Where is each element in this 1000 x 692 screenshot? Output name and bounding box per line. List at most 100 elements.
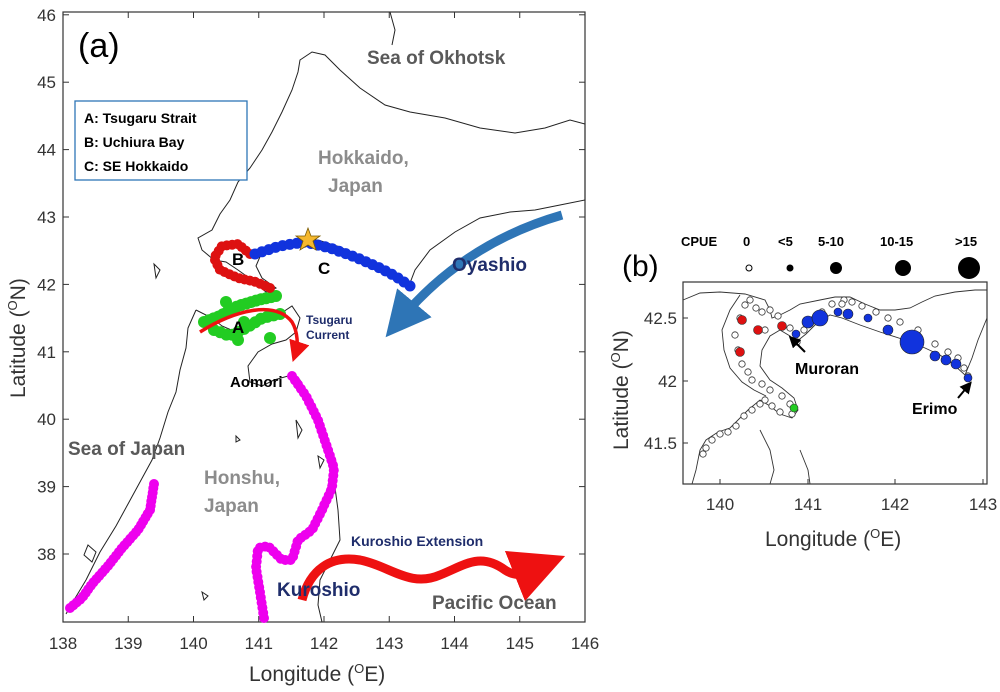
label-honshu-2: Japan bbox=[204, 496, 259, 517]
cpue-se-hokkaido-station bbox=[899, 329, 925, 355]
x-tick-label: 143 bbox=[375, 634, 403, 653]
panel-b-frame bbox=[682, 281, 988, 485]
cpue-tsugaru-station bbox=[789, 403, 799, 413]
cpue-zero-station bbox=[708, 436, 716, 444]
cpue-zero-station bbox=[778, 392, 786, 400]
cpue-zero-station bbox=[746, 296, 754, 304]
cpue-zero-station bbox=[724, 428, 732, 436]
cpue-zero-station bbox=[768, 402, 776, 410]
label-erimo: Erimo bbox=[912, 401, 958, 418]
label-kuroshio: Kuroshio bbox=[277, 580, 360, 601]
y-tick-label: 44 bbox=[37, 141, 56, 160]
legend-b: B: Uchiura Bay bbox=[84, 134, 185, 150]
cpue-zero-station bbox=[896, 318, 904, 326]
cpue-zero-station bbox=[884, 314, 892, 322]
y-tick-label: 42 bbox=[37, 275, 56, 294]
legend-c: C: SE Hokkaido bbox=[84, 158, 188, 174]
cpue-class-3: 10-15 bbox=[880, 234, 913, 249]
panel-a-x-axis-label: Longitude (OE) bbox=[249, 661, 385, 686]
label-region-b: B bbox=[232, 250, 244, 269]
panel-b-x-axis-label: Longitude (OE) bbox=[765, 526, 901, 551]
cpue-symbol-3 bbox=[895, 260, 911, 276]
cpue-se-hokkaido-station bbox=[963, 373, 973, 383]
cpue-zero-station bbox=[858, 302, 866, 310]
cpue-zero-station bbox=[776, 408, 784, 416]
cpue-class-2: 5-10 bbox=[818, 234, 844, 249]
cpue-se-hokkaido-station bbox=[882, 324, 894, 336]
label-tsugaru-1: Tsugaru bbox=[306, 313, 352, 327]
label-region-a: A bbox=[232, 318, 244, 337]
y-tick-label: 46 bbox=[37, 6, 56, 25]
b-y-tick-label: 42 bbox=[658, 372, 677, 391]
x-tick-label: 144 bbox=[440, 634, 468, 653]
cpue-class-0: 0 bbox=[743, 234, 750, 249]
y-tick-label: 40 bbox=[37, 410, 56, 429]
cpue-se-hokkaido-station bbox=[950, 358, 962, 370]
cpue-zero-station bbox=[741, 301, 749, 309]
uchiura-bay-stations bbox=[210, 239, 275, 293]
panel-b-coastline bbox=[682, 289, 988, 485]
cpue-se-hokkaido-station bbox=[842, 308, 854, 320]
cpue-symbol-1 bbox=[786, 264, 794, 272]
tsugaru-station-dot bbox=[232, 334, 244, 346]
tsugaru-station-dot bbox=[270, 290, 282, 302]
x-tick-label: 142 bbox=[310, 634, 338, 653]
y-tick-label: 39 bbox=[37, 478, 56, 497]
cpue-zero-station bbox=[848, 298, 856, 306]
cpue-zero-station bbox=[766, 386, 774, 394]
label-muroran: Muroran bbox=[795, 361, 859, 378]
label-hokkaido-2: Japan bbox=[328, 176, 383, 197]
b-x-tick-label: 142 bbox=[881, 495, 909, 514]
legend-a: A: Tsugaru Strait bbox=[84, 110, 197, 126]
cpue-zero-station bbox=[740, 412, 748, 420]
muroran-pointer-icon bbox=[788, 335, 806, 353]
station-star-icon bbox=[294, 226, 322, 251]
cpue-zero-station bbox=[774, 312, 782, 320]
honshu-stations bbox=[65, 371, 339, 623]
cpue-zero-station bbox=[731, 331, 739, 339]
cpue-class-4: >15 bbox=[955, 234, 977, 249]
label-region-c: C bbox=[318, 259, 330, 278]
x-tick-label: 146 bbox=[571, 634, 599, 653]
x-tick-label: 139 bbox=[114, 634, 142, 653]
b-y-tick-label: 41.5 bbox=[644, 434, 677, 453]
cpue-uchiura-station bbox=[777, 321, 787, 331]
panel-b-y-ticks: 42.5 42 41.5 bbox=[644, 309, 688, 453]
cpue-zero-station bbox=[758, 380, 766, 388]
panel-a-x-ticks: 138 139 140 141 142 143 144 145 146 bbox=[49, 12, 599, 653]
cpue-symbol-2 bbox=[830, 262, 842, 274]
cpue-zero-station bbox=[716, 430, 724, 438]
label-tsugaru-2: Current bbox=[306, 328, 349, 342]
y-tick-label: 43 bbox=[37, 208, 56, 227]
cpue-se-hokkaido-station bbox=[833, 307, 843, 317]
cpue-zero-station bbox=[766, 306, 774, 314]
cpue-zero-station bbox=[756, 400, 764, 408]
x-tick-label: 145 bbox=[506, 634, 534, 653]
label-honshu-1: Honshu, bbox=[204, 468, 280, 489]
label-pacific-ocean: Pacific Ocean bbox=[432, 593, 557, 614]
tsugaru-station-dot bbox=[264, 332, 276, 344]
panel-b: (b) CPUE 0 <5 5-10 10-15 >15 Muroran Eri… bbox=[608, 234, 997, 551]
y-tick-label: 45 bbox=[37, 73, 56, 92]
label-kuroshio-extension: Kuroshio Extension bbox=[351, 533, 483, 549]
cpue-zero-station bbox=[748, 406, 756, 414]
b-x-tick-label: 141 bbox=[794, 495, 822, 514]
panel-b-label: (b) bbox=[622, 250, 659, 283]
x-tick-label: 138 bbox=[49, 634, 77, 653]
cpue-zero-station bbox=[748, 376, 756, 384]
y-tick-label: 38 bbox=[37, 545, 56, 564]
cpue-se-hokkaido-station bbox=[929, 350, 941, 362]
cpue-zero-station bbox=[744, 368, 752, 376]
cpue-zero-station bbox=[786, 324, 794, 332]
cpue-zero-station bbox=[838, 300, 846, 308]
label-sea-of-okhotsk: Sea of Okhotsk bbox=[367, 48, 506, 69]
cpue-legend-title: CPUE bbox=[681, 234, 717, 249]
tsugaru-current-arrow-icon bbox=[199, 307, 310, 362]
panel-a-y-ticks: 38 39 40 41 42 43 44 45 46 bbox=[37, 6, 585, 564]
x-tick-label: 141 bbox=[245, 634, 273, 653]
label-aomori: Aomori bbox=[230, 374, 283, 391]
y-tick-label: 41 bbox=[37, 343, 56, 362]
cpue-zero-station bbox=[702, 444, 710, 452]
cpue-se-hokkaido-station bbox=[863, 313, 873, 323]
